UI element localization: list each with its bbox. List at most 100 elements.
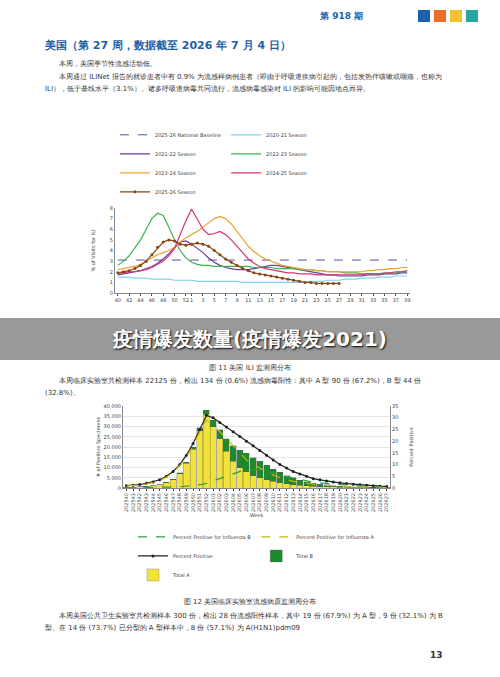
svg-text:0: 0 xyxy=(392,485,395,491)
svg-text:46: 46 xyxy=(149,297,155,303)
svg-text:202616: 202616 xyxy=(310,493,316,512)
svg-text:21: 21 xyxy=(302,297,308,303)
svg-text:202627: 202627 xyxy=(383,493,389,512)
svg-text:202611: 202611 xyxy=(276,493,282,512)
svg-text:20: 20 xyxy=(392,438,398,444)
svg-text:2: 2 xyxy=(110,269,113,275)
svg-text:2021-22 Season: 2021-22 Season xyxy=(155,151,196,157)
svg-text:202541: 202541 xyxy=(130,493,136,512)
svg-text:0: 0 xyxy=(110,290,113,296)
svg-text:202552: 202552 xyxy=(203,493,209,512)
svg-text:35: 35 xyxy=(381,297,387,303)
svg-text:40,000: 40,000 xyxy=(104,403,122,409)
svg-text:202604: 202604 xyxy=(230,493,236,512)
svg-text:202623: 202623 xyxy=(357,493,363,512)
svg-text:202601: 202601 xyxy=(210,493,216,512)
svg-text:Percent Positive: Percent Positive xyxy=(173,553,213,559)
svg-text:5: 5 xyxy=(110,237,113,243)
svg-text:2020-21 Season: 2020-21 Season xyxy=(266,132,307,138)
svg-text:9: 9 xyxy=(235,297,238,303)
svg-text:39: 39 xyxy=(404,297,410,303)
svg-text:15: 15 xyxy=(392,450,398,456)
svg-text:202612: 202612 xyxy=(283,493,289,512)
svg-text:48: 48 xyxy=(160,297,166,303)
svg-text:25,000: 25,000 xyxy=(104,434,122,440)
svg-text:Total B: Total B xyxy=(295,553,313,559)
svg-text:37: 37 xyxy=(393,297,399,303)
svg-text:15,000: 15,000 xyxy=(104,454,122,460)
svg-text:Percent Positive: Percent Positive xyxy=(408,427,414,467)
svg-text:3: 3 xyxy=(110,258,113,264)
svg-text:202542: 202542 xyxy=(136,493,142,512)
svg-text:Percent Positive for Influenza: Percent Positive for Influenza B xyxy=(173,534,251,540)
svg-text:202549: 202549 xyxy=(183,493,189,512)
svg-text:0: 0 xyxy=(118,485,121,491)
svg-text:8: 8 xyxy=(110,205,113,211)
svg-text:35: 35 xyxy=(392,403,398,409)
svg-text:202551: 202551 xyxy=(196,493,202,512)
svg-text:202625: 202625 xyxy=(370,493,376,512)
svg-text:202547: 202547 xyxy=(170,493,176,512)
svg-text:31: 31 xyxy=(359,297,365,303)
svg-text:202615: 202615 xyxy=(303,493,309,512)
svg-text:2023-24 Season: 2023-24 Season xyxy=(155,170,196,176)
svg-text:202545: 202545 xyxy=(156,493,162,512)
svg-text:15: 15 xyxy=(268,297,274,303)
svg-text:202618: 202618 xyxy=(323,493,329,512)
svg-text:202546: 202546 xyxy=(163,493,169,512)
svg-text:202543: 202543 xyxy=(143,493,149,512)
svg-text:1: 1 xyxy=(110,279,113,285)
svg-text:202626: 202626 xyxy=(377,493,383,512)
svg-text:30: 30 xyxy=(392,414,398,420)
svg-text:17: 17 xyxy=(279,297,285,303)
svg-text:202617: 202617 xyxy=(317,493,323,512)
svg-text:202620: 202620 xyxy=(337,493,343,512)
svg-text:202622: 202622 xyxy=(350,493,356,512)
svg-text:202544: 202544 xyxy=(150,493,156,512)
svg-text:2022-23 Season: 2022-23 Season xyxy=(266,151,307,157)
svg-text:202613: 202613 xyxy=(290,493,296,512)
svg-text:33: 33 xyxy=(370,297,376,303)
svg-text:202550: 202550 xyxy=(190,493,196,512)
svg-text:25: 25 xyxy=(392,426,398,432)
svg-text:29: 29 xyxy=(347,297,353,303)
svg-text:% of Visits for ILI: % of Visits for ILI xyxy=(90,230,96,272)
svg-text:Week: Week xyxy=(250,512,264,518)
svg-text:40: 40 xyxy=(115,297,121,303)
svg-text:202619: 202619 xyxy=(330,493,336,512)
svg-text:27: 27 xyxy=(336,297,342,303)
svg-text:50: 50 xyxy=(171,297,177,303)
svg-text:202603: 202603 xyxy=(223,493,229,512)
svg-text:2024-25 Season: 2024-25 Season xyxy=(266,170,307,176)
svg-text:5,000: 5,000 xyxy=(107,475,121,481)
svg-text:202609: 202609 xyxy=(263,493,269,512)
svg-text:6: 6 xyxy=(110,226,113,232)
svg-text:202624: 202624 xyxy=(363,493,369,512)
svg-text:202602: 202602 xyxy=(216,493,222,512)
svg-text:35,000: 35,000 xyxy=(104,413,122,419)
svg-text:7: 7 xyxy=(110,215,113,221)
svg-text:202540: 202540 xyxy=(123,493,129,512)
svg-text:202610: 202610 xyxy=(270,493,276,512)
svg-text:25: 25 xyxy=(325,297,331,303)
svg-text:2025-26 Season: 2025-26 Season xyxy=(155,189,196,195)
svg-text:202621: 202621 xyxy=(343,493,349,512)
svg-text:23: 23 xyxy=(313,297,319,303)
svg-text:42: 42 xyxy=(126,297,132,303)
svg-text:11: 11 xyxy=(245,297,251,303)
svg-text:3: 3 xyxy=(201,297,204,303)
svg-text:5: 5 xyxy=(392,473,395,479)
svg-text:202608: 202608 xyxy=(256,493,262,512)
svg-text:202606: 202606 xyxy=(243,493,249,512)
svg-text:10,000: 10,000 xyxy=(104,464,122,470)
svg-text:20,000: 20,000 xyxy=(104,444,122,450)
svg-text:202605: 202605 xyxy=(236,493,242,512)
svg-text:30,000: 30,000 xyxy=(104,423,122,429)
svg-text:202607: 202607 xyxy=(250,493,256,512)
svg-text:# of Positive Specimens: # of Positive Specimens xyxy=(95,416,102,477)
svg-text:Percent Positive for Influenza: Percent Positive for Influenza A xyxy=(296,534,374,540)
svg-text:52: 52 xyxy=(183,297,189,303)
svg-text:4: 4 xyxy=(110,247,113,253)
svg-text:202548: 202548 xyxy=(176,493,182,512)
svg-text:5: 5 xyxy=(213,297,216,303)
